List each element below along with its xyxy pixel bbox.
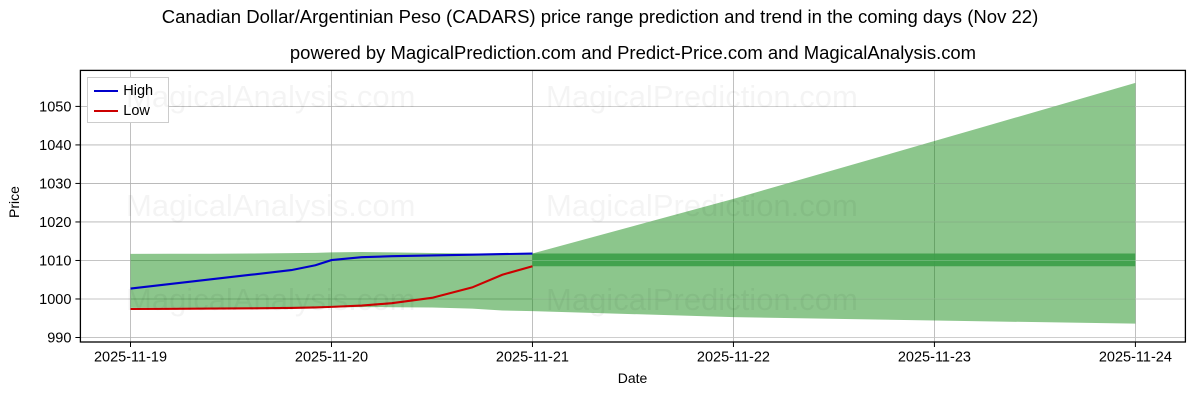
svg-text:1010: 1010 <box>39 253 71 269</box>
svg-text:1000: 1000 <box>39 292 71 308</box>
svg-text:1020: 1020 <box>39 215 71 231</box>
svg-text:1030: 1030 <box>39 176 71 192</box>
svg-text:2025-11-22: 2025-11-22 <box>697 350 770 366</box>
svg-text:2025-11-19: 2025-11-19 <box>94 350 167 366</box>
svg-text:2025-11-24: 2025-11-24 <box>1099 350 1172 366</box>
svg-text:2025-11-21: 2025-11-21 <box>496 350 569 366</box>
svg-text:2025-11-20: 2025-11-20 <box>295 350 368 366</box>
svg-text:2025-11-23: 2025-11-23 <box>898 350 971 366</box>
svg-text:1040: 1040 <box>39 138 71 154</box>
svg-text:990: 990 <box>47 331 71 347</box>
svg-text:1050: 1050 <box>39 99 71 115</box>
